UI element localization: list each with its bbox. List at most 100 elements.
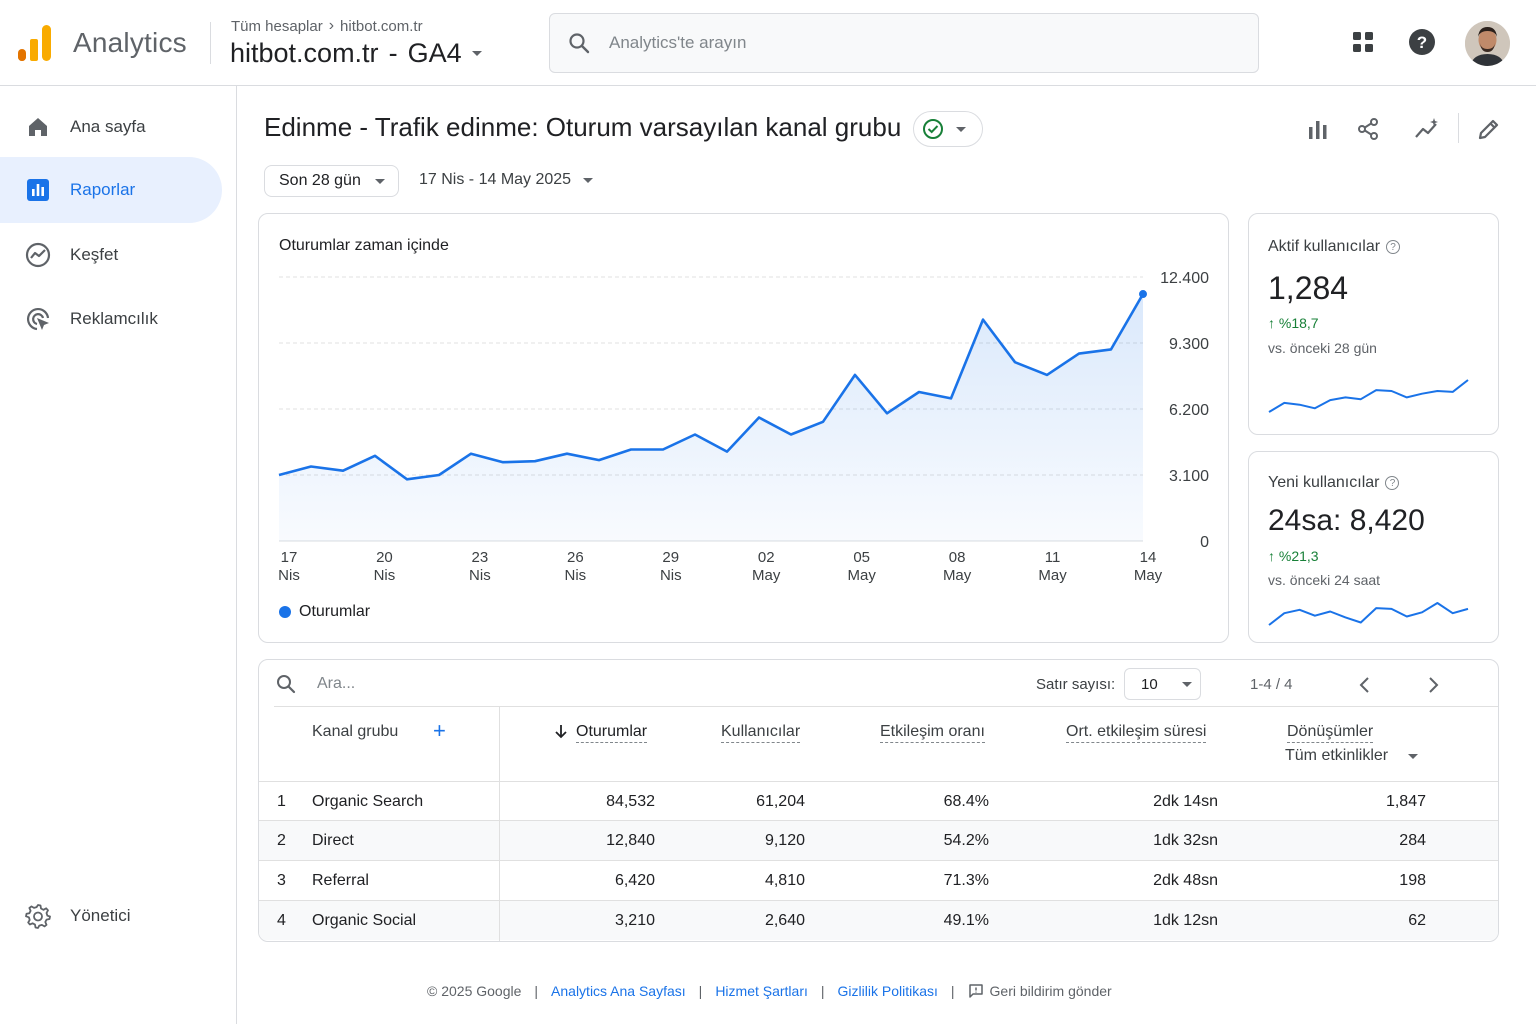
report-status-button[interactable] <box>913 111 983 147</box>
x-tick-label-day: 26 <box>567 549 584 566</box>
chart-legend: Oturumlar <box>279 603 370 621</box>
add-dimension-button[interactable]: + <box>433 718 446 743</box>
cell-engagement-rate: 49.1% <box>943 912 989 929</box>
previous-page-button[interactable] <box>1350 670 1380 700</box>
help-icon[interactable]: ? <box>1386 240 1401 254</box>
cell-channel: Organic Social <box>312 912 417 929</box>
column-header-avg-engagement-time[interactable]: Ort. etkileşim süresi <box>1066 723 1207 743</box>
apps-grid-icon[interactable] <box>1345 24 1381 60</box>
next-page-button[interactable] <box>1418 670 1448 700</box>
kpi-change-value: %21,3 <box>1278 548 1319 564</box>
kpi-change: ↑ %21,3 <box>1268 548 1319 564</box>
footer-link-privacy[interactable]: Gizlilik Politikası <box>837 983 938 999</box>
table-row[interactable]: 4 Organic Social 3,210 2,640 49.1% 1dk 12sn 62 <box>259 900 1498 941</box>
sidebar-item-advertising[interactable]: Reklamcılık <box>0 286 222 352</box>
home-icon <box>25 114 51 140</box>
channel-table-card: Satır sayısı: 10 1-4 / 4 Kanal grubu + O… <box>258 659 1499 942</box>
x-tick-label-day: 29 <box>662 549 679 566</box>
x-tick-label-month: Nis <box>660 567 682 584</box>
table-search[interactable] <box>275 673 617 695</box>
sessions-line-chart: 12.4009.3006.2003.100017Nis20Nis23Nis26N… <box>278 270 1209 584</box>
user-avatar[interactable] <box>1465 21 1510 66</box>
copyright: © 2025 Google <box>427 983 522 999</box>
date-range-picker[interactable]: 17 Nis - 14 May 2025 <box>419 171 594 189</box>
kpi-value: 1,284 <box>1268 270 1349 306</box>
table-row[interactable]: 1 Organic Search 84,532 61,204 68.4% 2dk 14sn… <box>259 781 1498 822</box>
sidebar-item-explore[interactable]: Keşfet <box>0 222 222 288</box>
kpi-sparkline <box>1268 602 1469 626</box>
sidebar-item-label: Raporlar <box>70 180 136 199</box>
x-tick-label-month: May <box>1038 567 1067 584</box>
kpi-comparison: vs. önceki 28 gün <box>1268 340 1377 356</box>
table-row[interactable]: 2 Direct 12,840 9,120 54.2% 1dk 32sn 284 <box>259 820 1498 861</box>
conversion-event-filter[interactable]: Tüm etkinlikler <box>1285 747 1419 765</box>
chevron-down-icon <box>1181 681 1192 687</box>
chevron-down-icon <box>583 177 594 183</box>
dimension-header[interactable]: Kanal grubu <box>312 723 399 740</box>
svg-text:?: ? <box>1417 33 1427 52</box>
arrow-up-icon: ↑ <box>1268 548 1275 564</box>
chart-title: Oturumlar zaman içinde <box>279 237 449 254</box>
date-preset-label: Son 28 gün <box>279 172 361 189</box>
x-tick-label-month: Nis <box>564 567 586 584</box>
column-divider <box>499 861 500 901</box>
rows-per-page-select[interactable]: 10 <box>1124 668 1201 700</box>
column-header-engagement-rate[interactable]: Etkileşim oranı <box>880 723 985 743</box>
property-name: hitbot.com.tr <box>230 38 379 68</box>
share-icon[interactable] <box>1351 112 1385 146</box>
top-bar: Analytics Tüm hesaplar › hitbot.com.tr h… <box>0 0 1536 86</box>
cell-avg-time: 2dk 48sn <box>1153 872 1218 889</box>
series-line-oturumlar <box>278 293 1145 481</box>
insights-icon[interactable] <box>1410 112 1444 146</box>
kpi-change-value: %18,7 <box>1278 315 1319 331</box>
property-stream: GA4 <box>407 38 462 68</box>
topbar-divider <box>210 22 211 64</box>
cell-conversions: 1,847 <box>1385 793 1426 810</box>
sidebar-item-home[interactable]: Ana sayfa <box>0 94 222 160</box>
y-tick-label: 6.200 <box>1169 402 1209 419</box>
cell-engagement-rate: 68.4% <box>943 793 989 810</box>
x-tick-label-day: 08 <box>949 549 966 566</box>
cell-avg-time: 1dk 12sn <box>1153 912 1218 929</box>
footer-separator: | <box>534 983 539 999</box>
chevron-right-icon: › <box>328 17 335 34</box>
cell-rank: 3 <box>277 872 286 889</box>
column-header-label: Oturumlar <box>576 723 648 743</box>
x-tick-label-day: 14 <box>1140 549 1157 566</box>
sparkline-path <box>1268 602 1469 626</box>
search-input[interactable] <box>609 33 1209 53</box>
breadcrumb-account[interactable]: hitbot.com.tr <box>340 17 423 35</box>
table-search-input[interactable] <box>317 675 617 693</box>
date-preset-dropdown[interactable]: Son 28 gün <box>264 165 399 197</box>
footer-link-terms[interactable]: Hizmet Şartları <box>715 983 808 999</box>
kpi-value: 24sa: 8,420 <box>1268 504 1425 537</box>
cell-sessions: 6,420 <box>614 872 655 889</box>
customize-chart-icon[interactable] <box>1301 112 1335 146</box>
y-tick-label: 3.100 <box>1169 468 1209 485</box>
column-header-conversions[interactable]: Dönüşümler <box>1287 723 1374 743</box>
cell-users: 4,810 <box>764 872 805 889</box>
breadcrumb-root[interactable]: Tüm hesaplar <box>231 17 323 35</box>
table-divider <box>274 706 1498 707</box>
column-header-sessions[interactable]: Oturumlar <box>554 723 648 743</box>
cell-rank: 4 <box>277 912 286 929</box>
sidebar-item-reports[interactable]: Raporlar <box>0 157 222 223</box>
feedback-icon <box>968 984 983 998</box>
column-header-users[interactable]: Kullanıcılar <box>721 723 801 743</box>
table-row[interactable]: 3 Referral 6,420 4,810 71.3% 2dk 48sn 198 <box>259 860 1498 901</box>
x-tick-label-month: May <box>847 567 876 584</box>
sidebar-item-label: Ana sayfa <box>70 117 146 136</box>
y-tick-label: 12.400 <box>1160 270 1209 287</box>
send-feedback-button[interactable]: Geri bildirim gönder <box>968 983 1112 999</box>
edit-icon[interactable] <box>1472 112 1506 146</box>
y-tick-label: 0 <box>1200 534 1209 551</box>
property-selector[interactable]: hitbot.com.tr - GA4 <box>230 38 482 69</box>
search-bar[interactable] <box>549 13 1259 73</box>
breadcrumb[interactable]: Tüm hesaplar › hitbot.com.tr <box>231 17 423 35</box>
sidebar-item-admin[interactable]: Yönetici <box>0 883 222 949</box>
column-divider <box>499 821 500 861</box>
kpi-title: Yeni kullanıcılar ? <box>1268 474 1400 492</box>
help-icon[interactable]: ? <box>1404 24 1440 60</box>
help-icon[interactable]: ? <box>1385 476 1400 490</box>
footer-link-analytics-home[interactable]: Analytics Ana Sayfası <box>551 983 686 999</box>
